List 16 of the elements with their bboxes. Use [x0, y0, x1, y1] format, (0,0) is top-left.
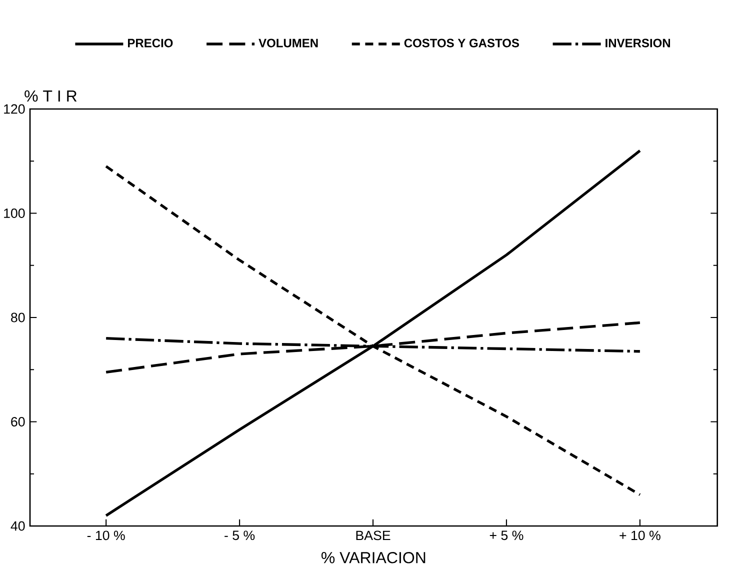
y-tick-label: 100	[4, 208, 25, 218]
y-tick-label: 80	[11, 312, 25, 322]
x-tick-label: - 5 %	[224, 530, 255, 540]
legend-label: COSTOS Y GASTOS	[404, 38, 519, 48]
y-tick-label: 60	[11, 417, 25, 426]
y-tick-label: 40	[10, 521, 25, 531]
legend-label: INVERSION	[606, 38, 670, 48]
y-tick-label: 120	[4, 104, 25, 114]
x-tick-label: - 10 %	[87, 530, 125, 540]
legend-label: VOLUMEN	[258, 38, 318, 48]
x-tick-label: BASE	[356, 530, 390, 540]
y-axis-title: % T I R	[24, 90, 77, 102]
legend-label: PRECIO	[128, 38, 173, 48]
x-axis-title: % VARIACION	[321, 552, 426, 564]
x-tick-label: + 10 %	[620, 530, 660, 540]
x-tick-label: + 5 %	[490, 530, 524, 540]
